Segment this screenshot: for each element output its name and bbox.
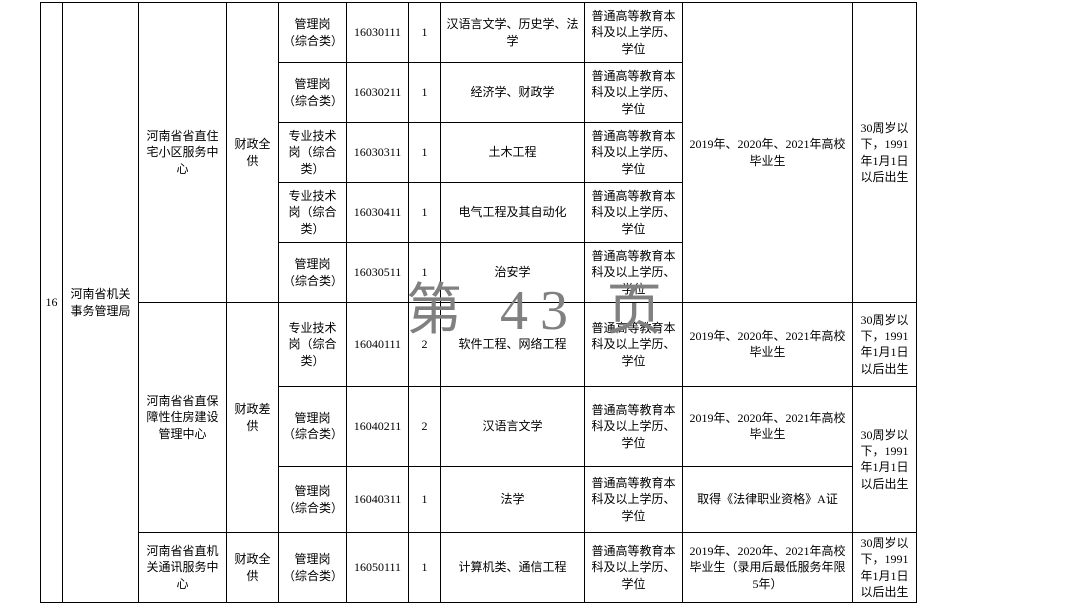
table-row: 16 河南省机关事务管理局 河南省省直住宅小区服务中心 财政全供 管理岗（综合类… [41, 3, 917, 63]
cell-other: 2019年、2020年、2021年高校毕业生 [683, 3, 853, 303]
cell-post-cat: 专业技术岗（综合类） [279, 123, 347, 183]
cell-edu: 普通高等教育本科及以上学历、学位 [585, 533, 683, 603]
cell-count: 1 [409, 3, 441, 63]
cell-code: 16050111 [347, 533, 409, 603]
cell-funding: 财政差供 [227, 303, 279, 533]
cell-count: 2 [409, 386, 441, 466]
cell-seq: 16 [41, 3, 63, 603]
cell-major: 汉语言文学 [441, 386, 585, 466]
cell-unit: 河南省省直住宅小区服务中心 [139, 3, 227, 303]
cell-edu: 普通高等教育本科及以上学历、学位 [585, 123, 683, 183]
table-row: 河南省省直保障性住房建设管理中心 财政差供 专业技术岗（综合类） 1604011… [41, 303, 917, 387]
cell-age: 30周岁以下，1991年1月1日以后出生 [853, 386, 917, 532]
cell-other: 2019年、2020年、2021年高校毕业生 [683, 303, 853, 387]
cell-major: 法学 [441, 467, 585, 533]
cell-other: 取得《法律职业资格》A证 [683, 467, 853, 533]
cell-post-cat: 管理岗（综合类） [279, 467, 347, 533]
cell-count: 1 [409, 123, 441, 183]
cell-funding: 财政全供 [227, 533, 279, 603]
cell-age: 30周岁以下，1991年1月1日以后出生 [853, 533, 917, 603]
cell-major: 计算机类、通信工程 [441, 533, 585, 603]
cell-age: 30周岁以下，1991年1月1日以后出生 [853, 3, 917, 303]
cell-major: 经济学、财政学 [441, 63, 585, 123]
cell-major: 软件工程、网络工程 [441, 303, 585, 387]
cell-post-cat: 管理岗（综合类） [279, 243, 347, 303]
cell-major: 电气工程及其自动化 [441, 183, 585, 243]
cell-dept: 河南省机关事务管理局 [63, 3, 139, 603]
cell-edu: 普通高等教育本科及以上学历、学位 [585, 243, 683, 303]
cell-code: 16040311 [347, 467, 409, 533]
cell-code: 16030111 [347, 3, 409, 63]
cell-edu: 普通高等教育本科及以上学历、学位 [585, 386, 683, 466]
cell-count: 1 [409, 243, 441, 303]
cell-unit: 河南省省直保障性住房建设管理中心 [139, 303, 227, 533]
cell-edu: 普通高等教育本科及以上学历、学位 [585, 303, 683, 387]
cell-post-cat: 管理岗（综合类） [279, 386, 347, 466]
cell-code: 16030311 [347, 123, 409, 183]
cell-edu: 普通高等教育本科及以上学历、学位 [585, 183, 683, 243]
cell-edu: 普通高等教育本科及以上学历、学位 [585, 63, 683, 123]
cell-code: 16040111 [347, 303, 409, 387]
cell-funding: 财政全供 [227, 3, 279, 303]
job-table: 16 河南省机关事务管理局 河南省省直住宅小区服务中心 财政全供 管理岗（综合类… [40, 2, 917, 603]
cell-other: 2019年、2020年、2021年高校毕业生 [683, 386, 853, 466]
cell-major: 土木工程 [441, 123, 585, 183]
cell-count: 1 [409, 183, 441, 243]
cell-major: 汉语言文学、历史学、法学 [441, 3, 585, 63]
cell-count: 1 [409, 467, 441, 533]
cell-code: 16040211 [347, 386, 409, 466]
cell-code: 16030511 [347, 243, 409, 303]
cell-post-cat: 管理岗（综合类） [279, 3, 347, 63]
cell-edu: 普通高等教育本科及以上学历、学位 [585, 3, 683, 63]
cell-count: 2 [409, 303, 441, 387]
cell-age: 30周岁以下，1991年1月1日以后出生 [853, 303, 917, 387]
cell-post-cat: 专业技术岗（综合类） [279, 183, 347, 243]
cell-count: 1 [409, 63, 441, 123]
cell-edu: 普通高等教育本科及以上学历、学位 [585, 467, 683, 533]
cell-post-cat: 管理岗（综合类） [279, 63, 347, 123]
table-row: 河南省省直机关通讯服务中心 财政全供 管理岗（综合类） 16050111 1 计… [41, 533, 917, 603]
cell-code: 16030211 [347, 63, 409, 123]
cell-post-cat: 专业技术岗（综合类） [279, 303, 347, 387]
cell-major: 治安学 [441, 243, 585, 303]
page: 16 河南省机关事务管理局 河南省省直住宅小区服务中心 财政全供 管理岗（综合类… [0, 0, 1080, 611]
cell-other: 2019年、2020年、2021年高校毕业生（录用后最低服务年限5年） [683, 533, 853, 603]
cell-unit: 河南省省直机关通讯服务中心 [139, 533, 227, 603]
cell-count: 1 [409, 533, 441, 603]
cell-code: 16030411 [347, 183, 409, 243]
cell-post-cat: 管理岗（综合类） [279, 533, 347, 603]
